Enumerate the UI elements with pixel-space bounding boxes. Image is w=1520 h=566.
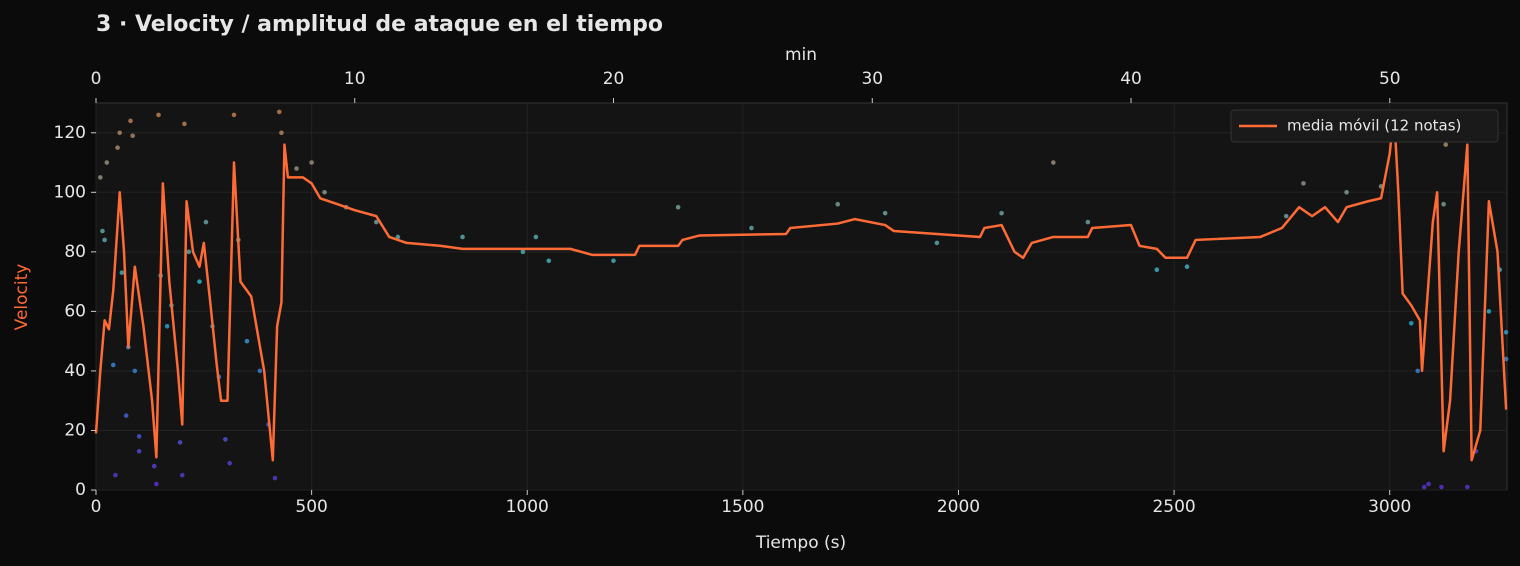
scatter-point [294,166,299,171]
scatter-point [1344,190,1349,195]
x-tick-label: 0 [91,497,102,517]
scatter-point [1443,142,1449,147]
scatter-point [395,234,401,240]
scatter-point [257,368,263,374]
x2-tick-label: 20 [603,69,625,89]
scatter-point [119,270,125,275]
scatter-point [272,475,278,481]
scatter-point [1421,484,1427,490]
scatter-point [186,249,192,255]
legend-box [1230,109,1499,143]
scatter-point [1154,267,1160,273]
scatter-point [749,225,754,231]
scatter-point [128,118,133,124]
scatter-point [1503,356,1509,362]
scatter-point [104,160,110,165]
x-tick-label: 1000 [506,497,549,517]
scatter-point [276,109,282,115]
scatter-point [117,130,123,136]
scatter-point [151,463,157,469]
scatter-point [374,219,379,225]
scatter-point [520,249,526,255]
scatter-point [203,219,209,225]
x2-tick-label: 40 [1120,69,1142,89]
scatter-point [675,204,681,210]
scatter-point [1415,368,1421,374]
scatter-point [1301,181,1306,186]
x2-axis-label: min [785,45,817,65]
scatter-point [546,258,552,264]
scatter-point [223,437,228,442]
scatter-point [154,481,159,487]
scatter-point [102,237,107,243]
scatter-point [136,449,142,454]
y-tick-label: 20 [64,420,86,440]
scatter-point [1426,481,1431,487]
legend-label: media móvil (12 notas) [1287,117,1461,135]
scatter-point [100,228,105,234]
scatter-point [322,190,327,195]
scatter-point [279,130,284,136]
scatter-point [1503,329,1509,335]
scatter-point [1465,484,1470,490]
scatter-point [244,338,250,344]
scatter-point [999,210,1004,216]
scatter-point [98,175,103,180]
x-tick-label: 3000 [1368,497,1411,517]
x-tick-label: 2500 [1152,497,1195,517]
scatter-point [1408,320,1414,326]
plot-area [95,102,1508,491]
x-tick-label: 500 [295,497,327,517]
scatter-point [882,210,888,216]
scatter-point [231,112,237,118]
scatter-point [611,258,616,264]
scatter-point [1184,264,1190,270]
scatter-point [177,440,183,445]
x2-tick-label: 10 [344,69,366,89]
y-tick-label: 60 [64,301,86,321]
scatter-point [460,234,465,240]
x2-tick-label: 30 [861,69,883,89]
chart-title: 3 · Velocity / amplitud de ataque en el … [96,12,663,37]
scatter-point [1051,160,1056,165]
scatter-point [309,160,314,165]
scatter-point [136,434,142,439]
scatter-point [1283,213,1289,219]
y-axis-label: Velocity [12,264,32,331]
scatter-point [182,121,187,127]
x2-tick-label: 0 [91,69,102,89]
scatter-point [123,413,129,418]
scatter-point [227,460,232,466]
scatter-point [132,368,138,374]
x-tick-label: 1500 [721,497,764,517]
scatter-point [533,234,539,240]
scatter-point [934,240,940,246]
y-tick-label: 40 [64,361,86,381]
y-tick-label: 100 [54,182,86,202]
scatter-point [113,472,118,478]
scatter-point [1439,484,1444,490]
scatter-point [164,323,170,329]
x-axis-label: Tiempo (s) [755,533,846,553]
scatter-point [156,112,161,118]
scatter-point [1085,219,1091,225]
scatter-point [110,362,116,368]
y-tick-label: 0 [75,480,86,500]
scatter-point [130,133,135,139]
scatter-point [115,145,120,150]
x-tick-label: 2000 [937,497,980,517]
scatter-point [179,472,185,478]
scatter-point [1441,201,1446,207]
x2-tick-label: 50 [1379,69,1401,89]
y-tick-label: 120 [54,123,86,143]
y-tick-label: 80 [64,242,86,262]
scatter-point [1486,309,1492,314]
scatter-point [835,201,841,207]
scatter-point [197,279,202,284]
